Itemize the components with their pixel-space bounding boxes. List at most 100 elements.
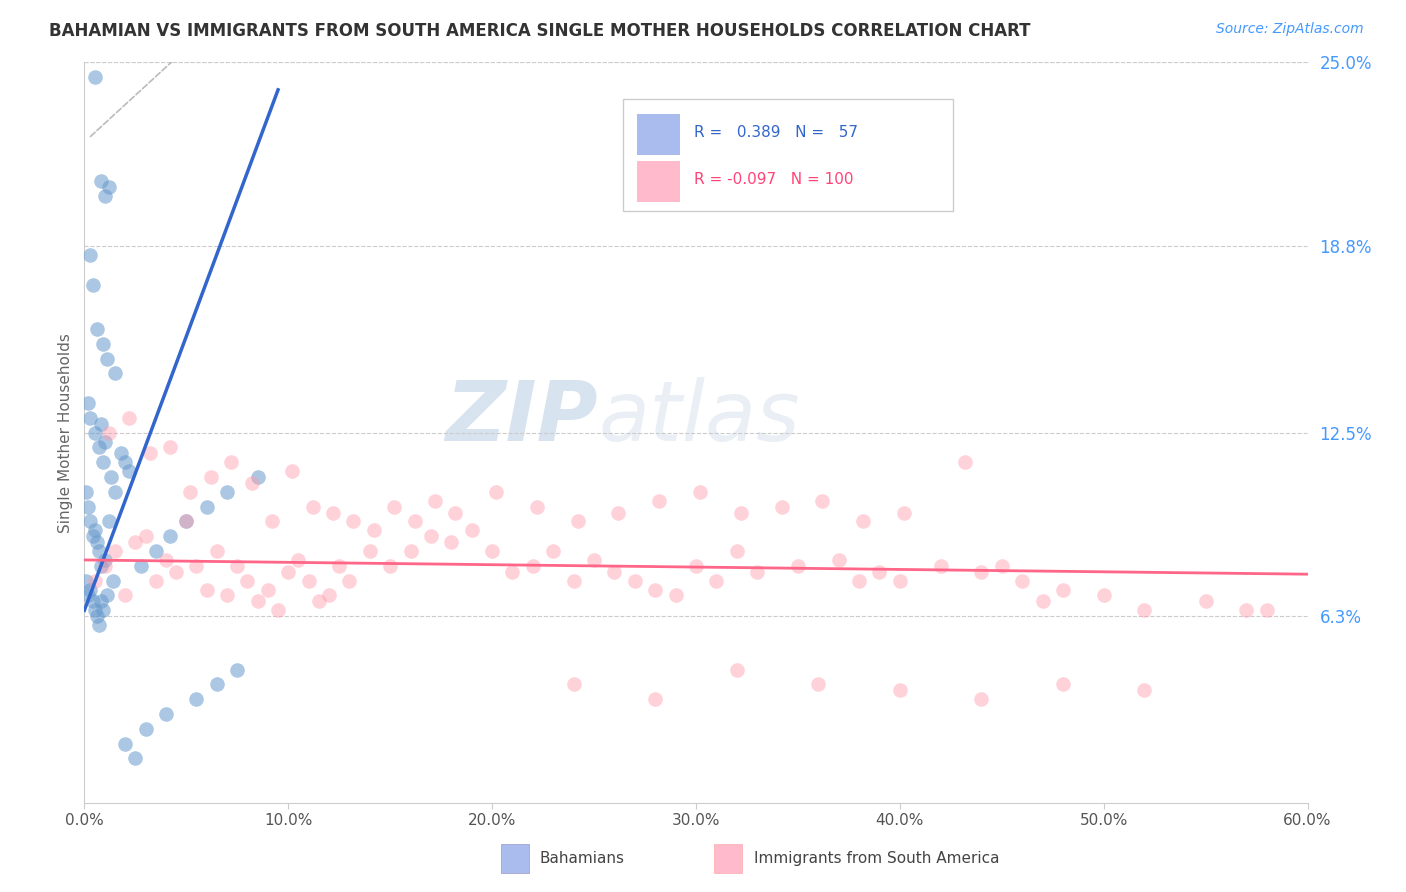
Point (124, 535, 146, 549)
Point (205, 544, 228, 558)
Point (226, 663, 249, 677)
Point (96, 351, 118, 366)
Point (86, 322, 108, 336)
Point (267, 603, 290, 617)
Bar (501, 844, 529, 873)
Point (104, 484, 127, 499)
Point (485, 484, 508, 499)
Point (82, 594, 104, 608)
Point (828, 553, 851, 567)
Point (83, 425, 105, 440)
Point (893, 506, 915, 520)
Point (226, 558, 249, 573)
Point (118, 410, 141, 425)
Point (644, 692, 666, 706)
Point (1133, 683, 1156, 698)
Point (889, 683, 911, 698)
Point (1032, 594, 1054, 608)
Text: atlas: atlas (598, 377, 800, 458)
Point (787, 558, 810, 573)
Point (562, 677, 585, 691)
Point (607, 506, 630, 520)
Point (624, 574, 647, 588)
Point (420, 529, 443, 543)
Point (852, 515, 875, 529)
Point (461, 524, 484, 538)
Point (114, 455, 136, 469)
Point (114, 589, 136, 603)
Point (382, 500, 405, 514)
Text: BAHAMIAN VS IMMIGRANTS FROM SOUTH AMERICA SINGLE MOTHER HOUSEHOLDS CORRELATION C: BAHAMIAN VS IMMIGRANTS FROM SOUTH AMERIC… (49, 22, 1031, 40)
Point (219, 455, 242, 469)
Point (444, 506, 467, 520)
Point (118, 464, 141, 478)
Point (96, 589, 118, 603)
Point (83, 603, 105, 617)
Point (87, 441, 110, 455)
Point (97, 425, 120, 440)
Point (174, 515, 197, 529)
Bar (714, 844, 742, 873)
Point (236, 574, 259, 588)
Point (689, 484, 711, 499)
Point (124, 751, 146, 765)
Point (1092, 589, 1115, 603)
Point (87, 544, 110, 558)
Point (93, 553, 115, 567)
Point (93, 434, 115, 449)
Point (929, 558, 952, 573)
Point (114, 737, 136, 751)
Point (82, 277, 104, 292)
Point (1052, 582, 1074, 597)
Point (991, 558, 1014, 573)
Point (186, 692, 208, 706)
Point (380, 558, 402, 573)
Point (725, 544, 748, 558)
Point (91, 336, 114, 351)
Point (86, 609, 108, 624)
Point (342, 515, 364, 529)
Point (91, 603, 114, 617)
Point (1052, 677, 1074, 691)
Point (1195, 594, 1218, 608)
Point (277, 565, 299, 579)
Point (135, 529, 157, 543)
Point (79, 410, 101, 425)
Point (77, 589, 100, 603)
Point (79, 582, 101, 597)
Point (1256, 603, 1278, 617)
Point (308, 594, 330, 608)
Point (217, 484, 239, 499)
Point (970, 692, 993, 706)
Point (603, 565, 626, 579)
Point (90, 558, 112, 573)
Point (359, 544, 381, 558)
Point (543, 544, 565, 558)
Point (91, 455, 114, 469)
Point (93, 188, 115, 202)
FancyBboxPatch shape (623, 99, 953, 211)
Point (440, 535, 463, 549)
Point (135, 722, 157, 736)
Point (287, 553, 309, 567)
Point (322, 506, 344, 520)
Point (101, 574, 124, 588)
Point (217, 589, 239, 603)
Point (648, 493, 671, 508)
Point (246, 594, 269, 608)
FancyBboxPatch shape (637, 161, 681, 202)
Point (159, 529, 181, 543)
Text: Bahamians: Bahamians (540, 851, 624, 866)
Point (328, 558, 350, 573)
Point (339, 574, 361, 588)
Point (186, 558, 208, 573)
Point (83, 524, 105, 538)
Point (86, 535, 108, 549)
Point (404, 515, 426, 529)
Point (77, 500, 100, 514)
Point (90, 417, 112, 431)
Text: R =   0.389   N =   57: R = 0.389 N = 57 (693, 125, 858, 140)
Point (205, 677, 228, 691)
Y-axis label: Single Mother Households: Single Mother Households (58, 333, 73, 533)
Point (138, 446, 160, 460)
